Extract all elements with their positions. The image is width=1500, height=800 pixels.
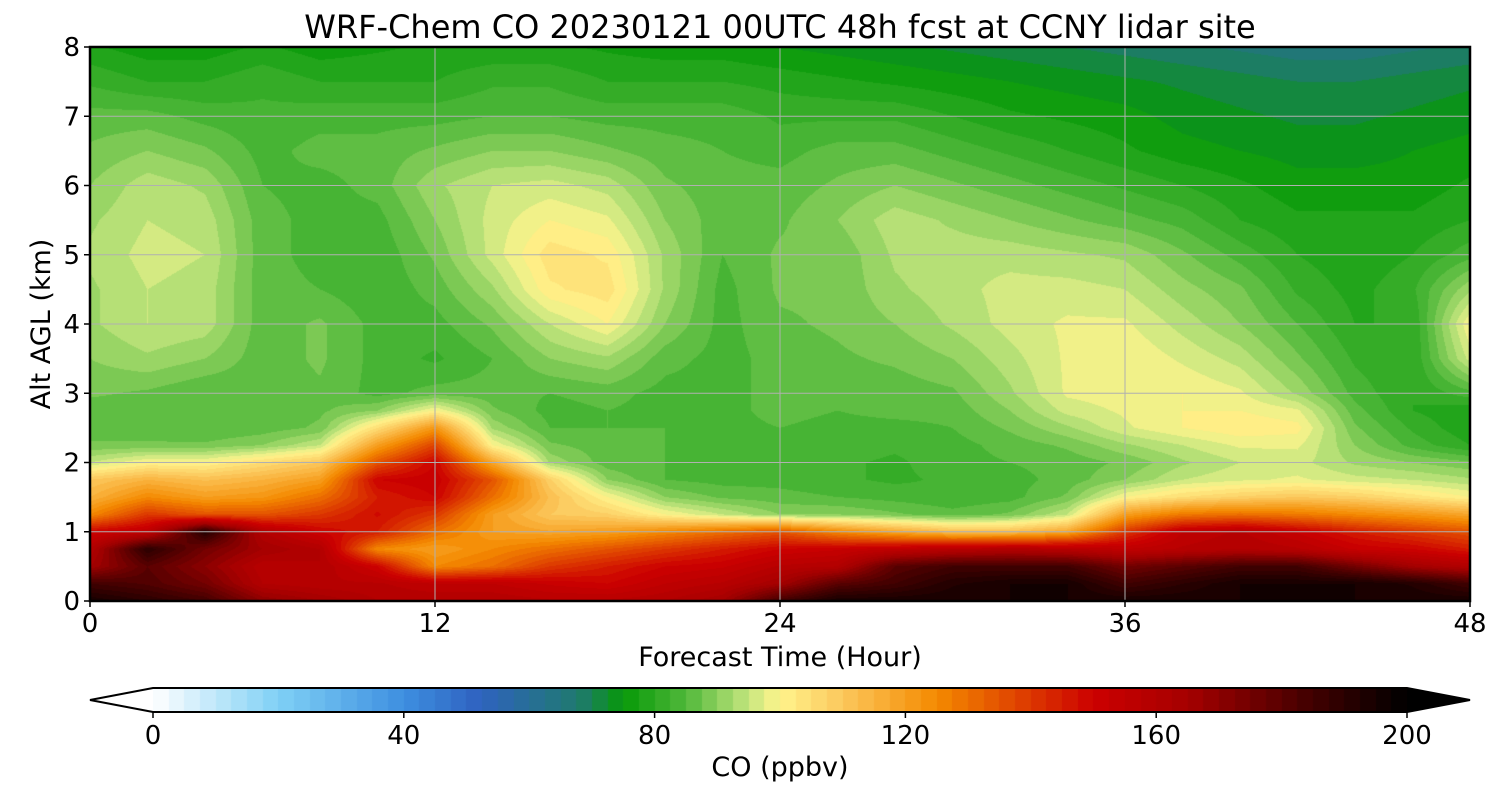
y-tick-label: 8 <box>63 33 80 63</box>
y-tick-label: 1 <box>63 518 80 548</box>
y-axis-label: Alt AGL (km) <box>26 239 57 410</box>
colorbar-gradient <box>153 688 1407 712</box>
y-axis: 0 1 2 3 4 5 6 7 8 <box>63 33 90 617</box>
y-tick-label: 4 <box>63 310 80 340</box>
y-tick-label: 2 <box>63 449 80 479</box>
colorbar-min-extension <box>90 688 153 712</box>
colorbar-ticks: 0 40 80 120 160 200 <box>145 712 1432 751</box>
colorbar-label: CO (ppbv) <box>711 752 848 783</box>
colorbar-tick-label: 0 <box>145 721 162 751</box>
y-tick-label: 0 <box>63 587 80 617</box>
plot-area <box>88 45 1472 603</box>
colorbar-tick-label: 120 <box>881 721 931 751</box>
x-tick-label: 48 <box>1453 609 1486 639</box>
colorbar-tick-label: 40 <box>387 721 420 751</box>
x-tick-label: 0 <box>82 609 99 639</box>
x-tick-label: 12 <box>418 609 451 639</box>
chart-title: WRF-Chem CO 20230121 00UTC 48h fcst at C… <box>304 8 1255 46</box>
colorbar: 0 40 80 120 160 200 CO (ppbv) <box>89 687 1471 783</box>
y-tick-label: 6 <box>63 172 80 202</box>
colorbar-max-extension <box>1407 688 1470 712</box>
x-axis: 0 12 24 36 48 <box>82 601 1487 639</box>
y-tick-label: 3 <box>63 379 80 409</box>
x-axis-label: Forecast Time (Hour) <box>638 642 922 673</box>
colorbar-tick-label: 80 <box>638 721 671 751</box>
x-tick-label: 36 <box>1108 609 1141 639</box>
colorbar-tick-label: 200 <box>1382 721 1432 751</box>
x-tick-label: 24 <box>763 609 796 639</box>
y-tick-label: 7 <box>63 102 80 132</box>
y-tick-label: 5 <box>63 241 80 271</box>
colorbar-tick-label: 160 <box>1131 721 1181 751</box>
